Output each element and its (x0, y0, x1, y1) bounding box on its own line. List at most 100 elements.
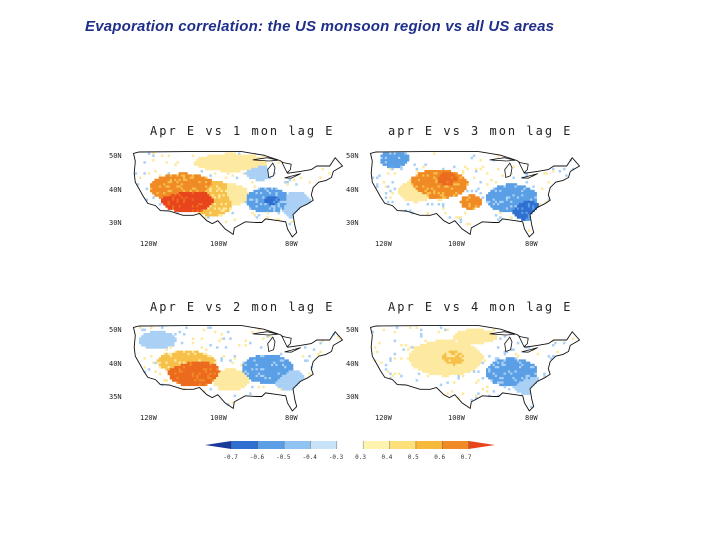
map-cell (218, 381, 221, 384)
map-cell (205, 159, 208, 162)
map-cell (290, 214, 294, 217)
map-cell (384, 159, 388, 162)
map-cell (198, 368, 201, 371)
map-cell (446, 359, 449, 362)
map-cell (187, 368, 190, 371)
map-cell (459, 218, 463, 221)
map-cell (277, 359, 281, 362)
map-cell (169, 174, 173, 177)
map-cell (530, 405, 533, 409)
map-cell (161, 183, 164, 186)
map-cell (446, 196, 449, 199)
map-cell (185, 361, 188, 365)
map-cell (387, 152, 390, 155)
map-cell (231, 361, 234, 365)
map-cell (178, 359, 182, 362)
map-cell (428, 350, 432, 354)
map-cell (282, 366, 285, 369)
map-cell (284, 368, 287, 371)
map-cell (459, 183, 463, 186)
map-cell (191, 185, 195, 188)
map-cell (271, 357, 274, 360)
map-cell (216, 372, 219, 376)
map-cell (527, 379, 531, 382)
map-cell (431, 366, 434, 369)
map-cell (512, 187, 515, 191)
map-cell (461, 337, 465, 340)
map-cell (279, 372, 283, 376)
map-cell (244, 368, 248, 371)
map-cell (220, 181, 223, 184)
map-cell (461, 333, 465, 336)
map-cell (424, 348, 427, 351)
map-cell (174, 355, 177, 358)
map-cell (266, 192, 270, 195)
map-cell (519, 381, 522, 384)
map-cell (158, 196, 162, 199)
map-cell (521, 185, 524, 188)
map-cell (389, 165, 392, 169)
map-cell (442, 176, 445, 180)
map-cell (189, 183, 193, 186)
map-cell (437, 359, 441, 362)
map-cell (494, 357, 498, 360)
map-cell (238, 156, 241, 160)
map-cell (466, 167, 469, 171)
map-cell (439, 350, 443, 354)
map-cell (231, 381, 234, 384)
map-cell (213, 374, 217, 378)
map-cell (437, 368, 441, 371)
map-cell (402, 163, 405, 166)
map-cell (428, 185, 432, 188)
map-cell (301, 194, 305, 197)
map-cell (152, 183, 155, 186)
map-cell (490, 198, 493, 202)
map-cell (492, 189, 496, 193)
map-cell (253, 192, 256, 195)
map-cell (213, 181, 217, 184)
lat-label: 50N (346, 152, 359, 160)
map-cell (279, 377, 283, 380)
map-cell (275, 207, 278, 210)
map-cell (222, 196, 226, 199)
map-cell (337, 335, 340, 338)
map-cell (249, 377, 252, 380)
lon-label: 100W (210, 240, 227, 248)
map-cell (150, 344, 153, 347)
map-cell (389, 359, 392, 362)
map-cell (488, 194, 491, 197)
map-cell (240, 381, 243, 384)
map-cell (191, 176, 195, 180)
map-cell (213, 185, 217, 188)
map-cell (466, 355, 469, 358)
map-cell (453, 355, 456, 358)
map-cell (519, 198, 522, 202)
map-cell (494, 379, 498, 382)
map-cell (514, 370, 518, 373)
map-cell (534, 372, 537, 376)
map-cell (371, 176, 375, 180)
map-cell (163, 198, 166, 202)
map-cell (422, 181, 425, 184)
map-cell (185, 359, 188, 362)
map-cell (371, 330, 375, 334)
map-cell (244, 381, 248, 384)
map-cell (185, 357, 188, 360)
map-cell (150, 189, 153, 193)
map-cell (205, 359, 208, 362)
map-cell (163, 189, 166, 193)
map-cell (534, 370, 537, 373)
lon-label: 80W (285, 240, 298, 248)
map-cell (409, 185, 412, 188)
map-cell (251, 207, 254, 210)
map-cell (222, 167, 226, 171)
map-cell (264, 189, 267, 193)
map-cell (488, 368, 491, 371)
map-cell (464, 178, 467, 182)
map-cell (154, 194, 157, 197)
map-cell (406, 357, 410, 360)
map-cell (266, 368, 270, 371)
map-cell (174, 181, 177, 184)
colorbar-tick-label: -0.7 (223, 454, 238, 461)
map-cell (220, 337, 223, 340)
